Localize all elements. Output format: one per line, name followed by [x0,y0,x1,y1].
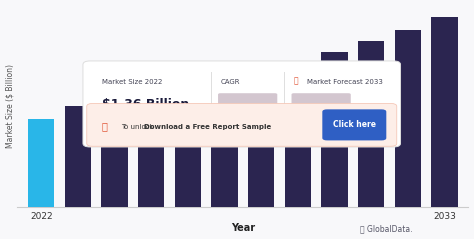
Bar [358,41,384,207]
Bar [248,71,274,207]
Text: CAGR: CAGR [220,79,240,85]
Bar [101,100,128,207]
X-axis label: Year: Year [231,223,255,234]
Bar [28,119,55,207]
Text: Click here: Click here [333,120,376,129]
Text: Market Forecast 2033: Market Forecast 2033 [307,79,383,85]
Bar [64,106,91,207]
Bar [285,63,311,207]
Bar [211,78,238,207]
Text: To unlock: To unlock [121,124,156,130]
Text: 🔒: 🔒 [102,122,108,132]
Bar [321,52,348,207]
Bar [138,93,164,207]
Text: ⓘ GlobalData.: ⓘ GlobalData. [360,225,413,234]
Text: $1.36 Billion: $1.36 Billion [102,98,189,111]
Bar [395,30,421,207]
Text: 🔒: 🔒 [294,77,299,86]
Text: Download a Free Report Sample: Download a Free Report Sample [144,124,271,130]
Bar [175,85,201,207]
Text: Market Size 2022: Market Size 2022 [102,79,162,85]
Bar [431,17,458,207]
Y-axis label: Market Size ($ Billion): Market Size ($ Billion) [6,64,15,148]
